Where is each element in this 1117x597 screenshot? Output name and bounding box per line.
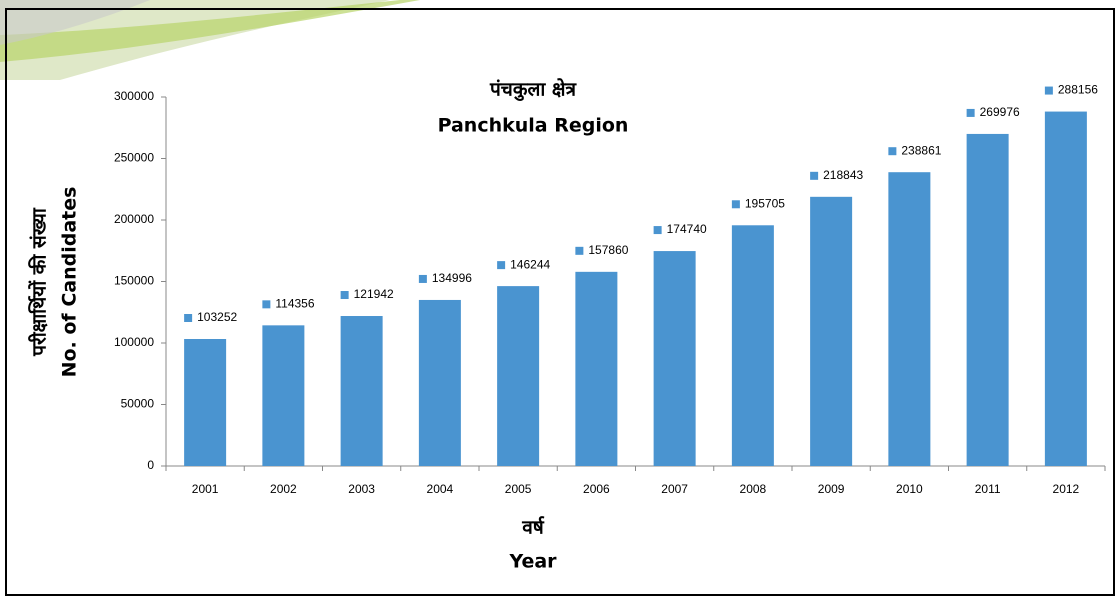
data-label: 288156 bbox=[1058, 83, 1098, 97]
y-axis-title: No. of Candidates bbox=[59, 187, 81, 378]
data-label-marker bbox=[418, 274, 427, 283]
x-tick-label: 2002 bbox=[270, 482, 297, 496]
decoration bbox=[0, 0, 150, 45]
y-tick-label: 250000 bbox=[114, 151, 154, 165]
x-tick-label: 2012 bbox=[1053, 482, 1080, 496]
data-label: 218843 bbox=[823, 168, 863, 182]
bar bbox=[653, 251, 696, 466]
bar bbox=[184, 339, 227, 466]
x-axis-title: Year bbox=[508, 551, 557, 573]
bar bbox=[340, 316, 383, 466]
data-label: 114356 bbox=[275, 297, 314, 311]
data-label-marker bbox=[1044, 86, 1053, 95]
data-label-marker bbox=[340, 291, 349, 300]
bar bbox=[731, 225, 774, 466]
y-tick-label: 300000 bbox=[114, 89, 154, 103]
x-tick-label: 2005 bbox=[505, 482, 532, 496]
x-tick-label: 2007 bbox=[661, 482, 688, 496]
data-label-marker bbox=[497, 261, 506, 270]
data-label-marker bbox=[184, 314, 193, 323]
data-label-marker bbox=[575, 246, 584, 255]
bar bbox=[966, 133, 1009, 467]
y-tick-label: 0 bbox=[147, 458, 154, 472]
x-tick-label: 2010 bbox=[896, 482, 923, 496]
x-tick-label: 2003 bbox=[348, 482, 375, 496]
x-tick-label: 2001 bbox=[192, 482, 219, 496]
y-tick-label: 200000 bbox=[114, 212, 154, 226]
data-label-marker bbox=[731, 200, 740, 209]
decoration bbox=[0, 0, 420, 62]
data-label: 157860 bbox=[588, 243, 628, 257]
bar bbox=[262, 325, 305, 466]
data-label: 134996 bbox=[432, 271, 472, 285]
data-label: 146244 bbox=[510, 257, 550, 271]
data-label-marker bbox=[262, 300, 271, 309]
chart-title: पंचकुला क्षेत्र bbox=[489, 78, 577, 102]
data-label: 174740 bbox=[667, 222, 707, 236]
data-label: 238861 bbox=[901, 143, 941, 157]
x-tick-label: 2004 bbox=[427, 482, 454, 496]
data-label: 103252 bbox=[197, 310, 237, 324]
y-tick-label: 100000 bbox=[114, 335, 154, 349]
chart-subtitle: Panchkula Region bbox=[438, 115, 629, 137]
data-label: 195705 bbox=[745, 196, 785, 210]
data-label-marker bbox=[888, 147, 897, 156]
frame bbox=[5, 8, 1115, 596]
bar bbox=[497, 286, 540, 466]
bar bbox=[810, 196, 853, 466]
y-axis-title: परीक्षार्थियों की संख्या bbox=[28, 207, 51, 357]
x-tick-label: 2011 bbox=[975, 482, 1001, 496]
bar bbox=[575, 271, 618, 466]
bar bbox=[418, 299, 461, 466]
bar bbox=[888, 172, 931, 466]
data-label: 269976 bbox=[980, 105, 1020, 119]
data-label-marker bbox=[653, 226, 662, 235]
y-tick-label: 150000 bbox=[114, 274, 154, 288]
x-tick-label: 2009 bbox=[818, 482, 845, 496]
x-axis-title: वर्ष bbox=[521, 516, 545, 539]
y-tick-label: 50000 bbox=[121, 397, 155, 411]
data-label-marker bbox=[966, 108, 975, 117]
x-tick-label: 2008 bbox=[740, 482, 767, 496]
data-label: 121942 bbox=[354, 287, 394, 301]
bar bbox=[1044, 111, 1087, 467]
x-tick-label: 2006 bbox=[583, 482, 610, 496]
data-label-marker bbox=[810, 171, 819, 180]
